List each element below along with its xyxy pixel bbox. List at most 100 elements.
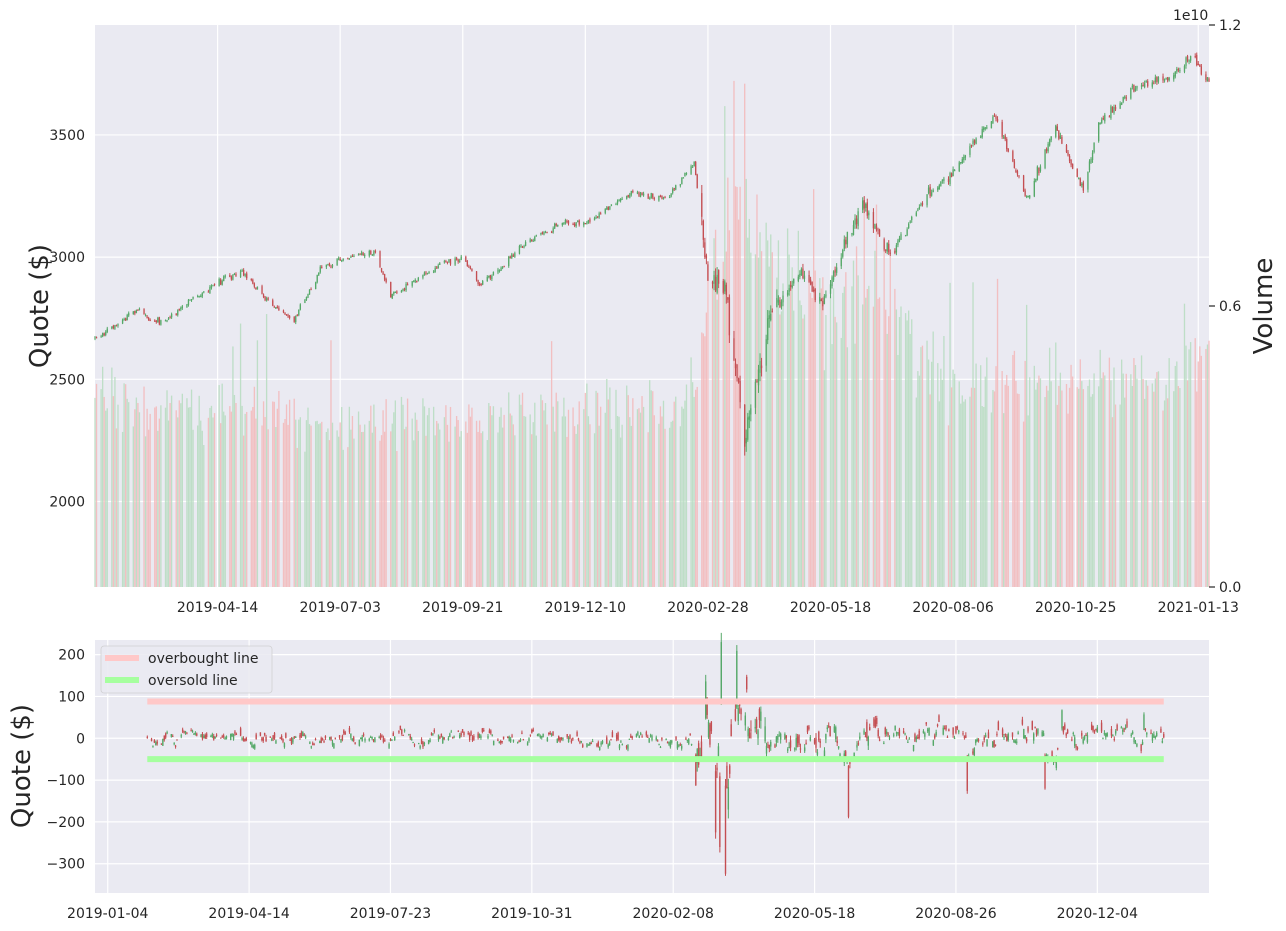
- change-candle-body: [649, 735, 652, 737]
- price-candle-body: [1090, 159, 1092, 163]
- change-candle-body: [982, 743, 984, 745]
- volume-bar: [889, 255, 891, 587]
- change-candle-body: [716, 767, 718, 771]
- price-candle-body: [541, 232, 544, 235]
- price-candle-body: [1024, 190, 1026, 196]
- price-candle-body: [809, 279, 812, 285]
- change-candle-body: [680, 745, 683, 749]
- change-candle-body: [204, 734, 206, 739]
- price-candle-body: [213, 283, 216, 286]
- price-candle-body: [1119, 103, 1121, 109]
- price-candle-body: [417, 277, 419, 281]
- change-candle-body: [1095, 728, 1097, 731]
- volume-bar: [629, 417, 631, 587]
- volume-bar: [690, 357, 692, 587]
- price-candle-body: [126, 314, 128, 321]
- volume-bar: [186, 398, 188, 587]
- change-candle-body: [866, 722, 868, 739]
- volume-bar: [347, 447, 349, 587]
- price-candle-body: [791, 285, 793, 288]
- price-candle-body: [256, 286, 259, 290]
- price-candle-body: [432, 271, 435, 273]
- price-candle-body: [851, 233, 853, 235]
- volume-bar: [1130, 374, 1132, 587]
- volume-bar: [325, 431, 328, 587]
- price-candle-body: [374, 251, 377, 253]
- price-candle-body: [915, 212, 917, 216]
- volume-bar: [832, 288, 835, 587]
- change-candle-body: [784, 734, 786, 740]
- price-candle-body: [207, 291, 210, 293]
- volume-bar: [331, 422, 334, 587]
- change-candle-body: [492, 740, 495, 746]
- price-candle-body: [282, 310, 285, 313]
- volume-bar: [606, 378, 608, 587]
- price-candle-body: [636, 192, 639, 194]
- change-candle-body: [1057, 748, 1059, 750]
- change-candle-body: [562, 737, 564, 740]
- volume-bar: [491, 415, 493, 587]
- change-candle-body: [214, 736, 216, 739]
- change-candle-body: [394, 737, 396, 741]
- volume-bar: [728, 230, 731, 587]
- change-candle-body: [271, 739, 273, 741]
- change-candle-body: [617, 732, 619, 740]
- volume-bar: [1001, 371, 1003, 587]
- volume-bar: [1189, 342, 1192, 587]
- volume-bar: [932, 331, 934, 587]
- change-candle-body: [686, 739, 689, 741]
- volume-bar: [1087, 385, 1089, 587]
- price-candle-body: [492, 271, 495, 276]
- volume-bar: [486, 440, 488, 587]
- price-candle-body: [717, 270, 720, 284]
- volume-bar: [961, 395, 963, 587]
- price-candle-body: [685, 173, 688, 175]
- price-candle-body: [586, 222, 588, 224]
- price-candle-body: [1099, 123, 1101, 125]
- volume-bar: [672, 420, 674, 587]
- change-candle-body: [222, 735, 225, 737]
- volume-bar: [232, 346, 234, 587]
- volume-bar: [416, 419, 418, 587]
- volume-bar: [1058, 385, 1060, 587]
- volume-bar: [465, 421, 467, 587]
- price-candle-body: [1015, 170, 1017, 173]
- price-candle-body: [681, 177, 683, 185]
- price-candle-body: [696, 174, 698, 189]
- volume-bar: [382, 410, 384, 587]
- change-candle-body: [334, 737, 337, 739]
- volume-bar: [593, 433, 596, 587]
- volume-bar: [714, 229, 717, 587]
- price-candle-body: [233, 273, 236, 276]
- volume-bar: [759, 232, 761, 587]
- price-candle-body: [993, 115, 996, 117]
- volume-bar: [1168, 358, 1170, 587]
- volume-bar: [852, 260, 855, 587]
- change-candle-body: [1006, 736, 1008, 741]
- price-candle-body: [157, 317, 159, 323]
- volume-bar: [1134, 365, 1137, 587]
- volume-bar: [223, 411, 225, 587]
- price-x-tick-label: 2020-05-18: [790, 600, 871, 616]
- volume-bar: [926, 340, 928, 587]
- change-candle-body: [676, 741, 679, 749]
- volume-bar: [543, 410, 545, 587]
- price-candle-body: [990, 121, 993, 129]
- change-candle-body: [997, 721, 1000, 731]
- change-candle-body: [1072, 732, 1074, 735]
- price-candle-body: [348, 258, 351, 260]
- change-candle-body: [829, 726, 831, 737]
- price-candle-body: [132, 311, 134, 315]
- volume-bar: [777, 240, 780, 587]
- price-candle-body: [1033, 180, 1035, 197]
- change-candle-body: [437, 734, 440, 740]
- volume-bar: [492, 406, 495, 587]
- change-candle-body: [689, 733, 691, 735]
- price-candle-body: [318, 272, 320, 276]
- price-candle-body: [561, 222, 564, 226]
- price-x-tick-label: 2019-12-10: [545, 600, 626, 616]
- volume-bar: [298, 419, 300, 587]
- volume-bar: [160, 405, 162, 587]
- change-candle-body: [470, 731, 472, 735]
